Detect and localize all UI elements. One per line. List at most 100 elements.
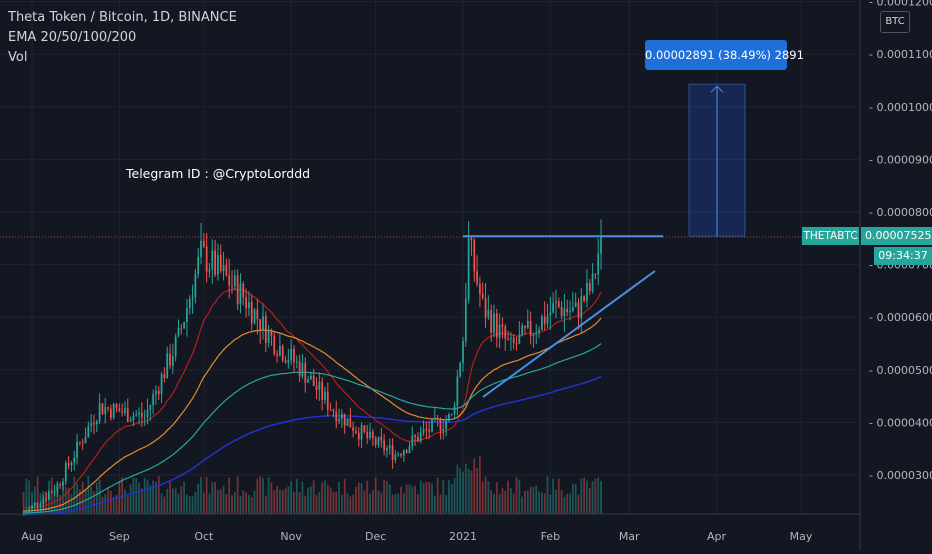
volume-bar (459, 468, 462, 514)
volume-bar (397, 493, 400, 514)
candle-body (267, 330, 270, 343)
candle-body (132, 415, 135, 421)
volume-bar (293, 491, 295, 514)
volume-bar (566, 493, 569, 514)
candle-body (436, 417, 439, 420)
candle-body (171, 356, 174, 366)
candle-body (338, 419, 340, 422)
candle-body (377, 436, 380, 445)
candle-body (397, 454, 400, 456)
candle-body (250, 302, 253, 324)
volume-bar (264, 495, 267, 514)
volume-bar (79, 489, 81, 514)
candle-body (76, 441, 78, 458)
volume-bar (490, 489, 493, 514)
volume-bar (279, 489, 281, 514)
candle-body (343, 413, 346, 426)
volume-bar (140, 488, 143, 514)
candle-body (405, 450, 408, 453)
volume-bar (355, 486, 357, 514)
candle-body (53, 491, 56, 493)
candle-body (81, 442, 84, 444)
volume-bar (391, 494, 394, 514)
volume-bar (304, 495, 307, 514)
candle-body (493, 313, 495, 333)
y-tick-label: - 0.00006000 (869, 311, 932, 324)
volume-bar (462, 471, 464, 514)
volume-bar (138, 482, 140, 514)
legend-title[interactable]: Theta Token / Bitcoin, 1D, BINANCE (8, 10, 237, 25)
candle-body (535, 332, 538, 334)
volume-bar (549, 494, 552, 514)
candle-body (290, 348, 293, 361)
volume-bar (84, 489, 87, 514)
candle-body (391, 445, 394, 460)
volume-bar (411, 486, 414, 514)
candle-body (580, 296, 583, 319)
currency-badge[interactable]: BTC (880, 11, 910, 33)
candle-body (211, 250, 214, 270)
candle-body (33, 502, 36, 506)
candle-body (414, 435, 416, 437)
volume-bar (298, 492, 301, 514)
volume-bar (115, 494, 118, 514)
volume-bar (571, 483, 574, 514)
volume-bar (343, 478, 346, 514)
candle-body (225, 265, 228, 276)
volume-bar (335, 491, 338, 514)
volume-bar (388, 484, 391, 514)
candle-body (453, 405, 456, 414)
x-tick-label: Nov (280, 530, 302, 543)
candle-body (408, 446, 411, 453)
volume-bar (236, 476, 239, 514)
y-tick-label: - 0.00004000 (869, 416, 932, 429)
x-tick-label: May (790, 530, 813, 543)
legend-ema[interactable]: EMA 20/50/100/200 (8, 30, 137, 45)
volume-bar (484, 476, 487, 514)
volume-bar (521, 496, 524, 514)
telegram-annotation[interactable]: Telegram ID : @CryptoLorddd (126, 166, 311, 181)
volume-bar (36, 476, 39, 514)
volume-bar (543, 493, 546, 514)
volume-bar (346, 493, 349, 514)
candle-body (140, 412, 143, 418)
candle-body (481, 293, 484, 298)
volume-bar (180, 486, 183, 514)
volume-bar (64, 486, 67, 514)
candle-body (217, 254, 219, 275)
candle-body (50, 492, 53, 494)
volume-bar (535, 485, 538, 514)
volume-bar (22, 491, 25, 514)
candle-body (208, 269, 211, 272)
volume-bar (417, 494, 419, 514)
volume-bar (504, 490, 507, 514)
ema-lines (23, 287, 602, 516)
candle-body (287, 360, 290, 363)
volume-bar (101, 496, 104, 514)
x-tick-label: Dec (365, 530, 386, 543)
volume-bar (408, 484, 411, 514)
candle-body (259, 319, 262, 331)
volume-bar (135, 478, 138, 514)
chart-legend: Theta Token / Bitcoin, 1D, BINANCE EMA 2… (8, 8, 237, 68)
volume-bar (149, 485, 152, 514)
candle-body (571, 307, 574, 312)
volume-bar (453, 478, 456, 514)
candle-body (231, 285, 233, 287)
candle-body (107, 407, 109, 409)
candle-body (293, 348, 295, 363)
candle-body (439, 419, 442, 432)
candle-body (546, 315, 549, 324)
candle-body (332, 409, 335, 412)
volume-bar (439, 494, 442, 514)
volume-bar (248, 495, 250, 514)
candle-body (400, 454, 402, 456)
legend-volume[interactable]: Vol (8, 50, 28, 65)
candle-body (245, 297, 247, 309)
candle-body (560, 306, 563, 317)
candle-body (557, 301, 560, 307)
volume-bar (414, 485, 416, 514)
volume-bar (324, 480, 326, 514)
